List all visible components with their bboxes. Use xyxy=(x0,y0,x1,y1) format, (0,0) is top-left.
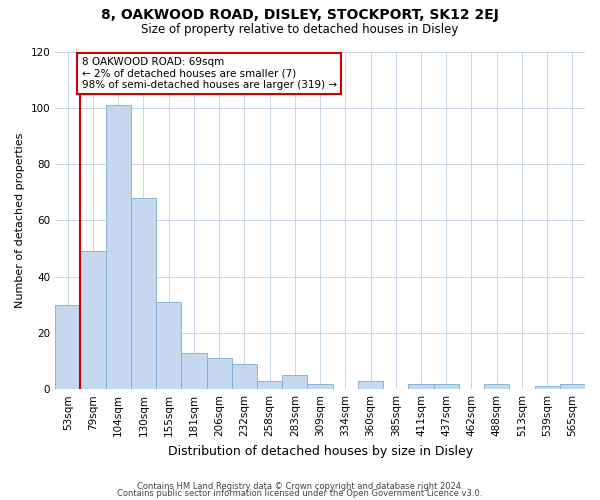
X-axis label: Distribution of detached houses by size in Disley: Distribution of detached houses by size … xyxy=(167,444,473,458)
Text: 8 OAKWOOD ROAD: 69sqm
← 2% of detached houses are smaller (7)
98% of semi-detach: 8 OAKWOOD ROAD: 69sqm ← 2% of detached h… xyxy=(82,57,337,90)
Bar xyxy=(484,384,509,389)
Bar xyxy=(80,252,106,389)
Bar xyxy=(106,105,131,389)
Text: 8, OAKWOOD ROAD, DISLEY, STOCKPORT, SK12 2EJ: 8, OAKWOOD ROAD, DISLEY, STOCKPORT, SK12… xyxy=(101,8,499,22)
Bar xyxy=(181,352,206,389)
Bar xyxy=(257,380,282,389)
Bar xyxy=(131,198,156,389)
Y-axis label: Number of detached properties: Number of detached properties xyxy=(15,132,25,308)
Bar xyxy=(434,384,459,389)
Bar xyxy=(206,358,232,389)
Bar xyxy=(55,305,80,389)
Bar xyxy=(232,364,257,389)
Bar xyxy=(307,384,332,389)
Text: Contains HM Land Registry data © Crown copyright and database right 2024.: Contains HM Land Registry data © Crown c… xyxy=(137,482,463,491)
Bar xyxy=(560,384,585,389)
Text: Size of property relative to detached houses in Disley: Size of property relative to detached ho… xyxy=(142,22,458,36)
Bar xyxy=(156,302,181,389)
Bar xyxy=(358,380,383,389)
Bar xyxy=(282,375,307,389)
Text: Contains public sector information licensed under the Open Government Licence v3: Contains public sector information licen… xyxy=(118,490,482,498)
Bar xyxy=(535,386,560,389)
Bar xyxy=(409,384,434,389)
